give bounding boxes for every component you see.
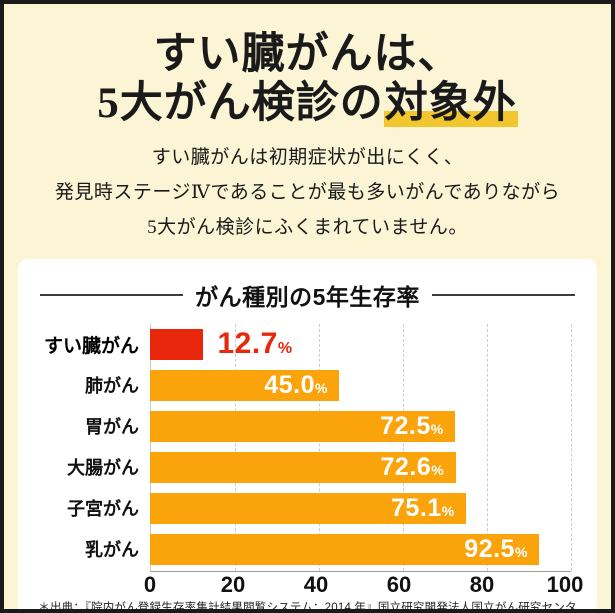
grid-line [319,323,320,571]
x-axis-tick-label: 40 [303,571,329,597]
chart-row: 胃がん 72.5% [38,406,577,447]
bar-track: 45.0% [150,369,571,401]
bar-value-label: 12.7% [217,327,292,361]
bar-category-label: 乳がん [85,540,139,561]
chart-row: 大腸がん 72.6% [38,447,577,488]
bar-category-label: 子宮がん [67,499,139,520]
bar-value-unit: % [277,340,293,358]
subtitle: すい臓がんは初期症状が出にくく、発見時ステージⅣであることが最も多いがんでありな… [4,141,611,246]
subtitle-line-2: 発見時ステージⅣであることが最も多いがんでありながら [54,181,561,203]
chart-row: 乳がん 92.5% [38,529,577,570]
x-axis-tick-label: 0 [143,571,157,597]
bar-value-number: 12.7 [217,327,278,361]
chart-row: すい臓がん 12.7% [38,324,577,365]
grid-line [403,323,404,571]
bar: 72.5% [150,410,456,442]
chart-title: がん種別の5年生存率 [195,283,420,310]
bar-value-number: 45.0 [264,370,315,399]
bar-value-unit: % [314,379,328,396]
bar-value-label: 45.0% [264,371,327,400]
bar-track: 75.1% [150,492,571,524]
bar: 92.5% [150,533,540,565]
bar: 45.0% [150,369,340,401]
source-note: ＊出典：『院内がん登録生存率集計結果閲覧システム：2014 年』国立研究開発法人… [38,601,577,613]
x-axis-tick-label: 20 [220,571,246,597]
bar-value-number: 92.5 [464,534,515,563]
title-line-1: すい臓がんは、 [153,31,462,78]
bar-category-label: 胃がん [85,417,139,438]
bar-value-number: 72.6 [380,452,432,481]
bar: 75.1% [150,492,467,524]
title-rule-left [40,293,184,296]
grid-line [235,323,236,571]
grid-line [487,323,488,571]
bar-track: 92.5% [150,533,571,565]
bar-value-unit: % [431,461,444,478]
bar-track: 12.7% [150,327,571,361]
x-axis-tick-label: 60 [386,571,412,597]
bar-category-label: 大腸がん [67,458,139,479]
grid-line [571,323,572,571]
bar-chart: すい臓がん 12.7% 肺がん 45.0% 胃がん 72.5% 大腸がん 72.6% 子宮がん 7… [38,323,583,598]
bar: 72.6% [150,451,456,483]
bar-category-label: すい臓がん [43,335,139,357]
x-axis-tick-label: 80 [469,571,495,597]
subtitle-line-1: すい臓がんは初期症状が出にくく、 [151,147,464,169]
bar-track: 72.5% [150,410,571,442]
bar-value-label: 92.5% [464,535,527,564]
bar-value-label: 72.5% [380,412,443,441]
title-line-2-prefix: 5大がん検診の [97,80,384,128]
bar-value-number: 72.5 [380,411,431,440]
bar-highlight [150,328,204,360]
title-rule-right [431,293,576,296]
chart-gridlines [150,323,572,572]
title-highlighted-text: 対象外 [383,80,518,128]
chart-rows: すい臓がん 12.7% 肺がん 45.0% 胃がん 72.5% 大腸がん 72.6% 子宮がん 7… [38,324,577,570]
bar-value-unit: % [430,420,444,437]
x-axis-tick-label: 100 [546,571,584,597]
bar-category-label: 肺がん [85,376,139,397]
bar-value-label: 75.1% [391,494,454,523]
chart-row: 子宮がん 75.1% [38,488,577,529]
chart-card: がん種別の5年生存率 すい臓がん 12.7% 肺がん 45.0% 胃がん 72.5% 大腸が… [18,258,597,613]
bar-value-label: 72.6% [381,453,444,482]
bar-value-number: 75.1 [391,493,442,522]
page-title: すい臓がんは、 5大がん検診の対象外 [4,30,611,128]
bar-value-unit: % [514,543,528,560]
chart-title-row: がん種別の5年生存率 [40,278,576,312]
bar-track: 72.6% [150,451,571,483]
header: すい臓がんは、 5大がん検診の対象外 すい臓がんは初期症状が出にくく、発見時ステー… [4,4,611,246]
chart-row: 肺がん 45.0% [38,365,577,406]
subtitle-line-3: 5大がん検診にふくまれていません。 [147,216,468,238]
x-axis: 0 20 40 60 80 100 [144,571,583,598]
bar-value-unit: % [441,502,455,519]
